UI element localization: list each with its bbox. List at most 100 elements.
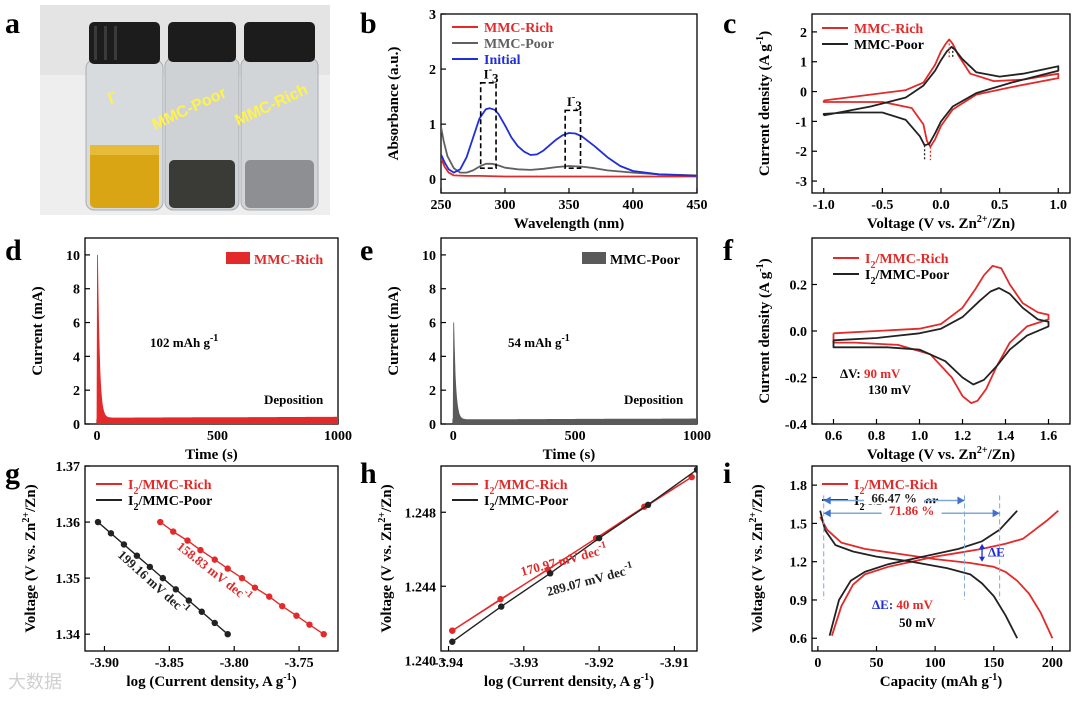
panel-b-ytick-label: 1	[429, 118, 436, 133]
panel-g-ytick-label: 1.35	[56, 572, 81, 587]
panel-i-delta-e-value: ΔE: 40 mV	[872, 597, 933, 612]
panel-b-xtick-label: 350	[559, 198, 580, 213]
panel-f-delta-v-poor-label: 130 mV	[868, 382, 912, 397]
panel-g-series-1-point	[211, 619, 218, 627]
panel-d-ytick-label: 4	[73, 350, 80, 365]
panel-i-arrow-head-left	[823, 509, 831, 518]
panel-f-xtick-label: 1.6	[1040, 429, 1058, 444]
panel-d-ytick-label: 8	[73, 283, 80, 298]
panel-d-xlabel: Time (s)	[185, 447, 238, 463]
panel-d-chart: 0 500 1000 0 2 4 6 8 10 Time (s) Current (mA) MMC-R…	[30, 237, 352, 463]
panel-d-legend-swatch	[226, 252, 250, 264]
panel-letter-i: i	[723, 457, 731, 490]
panel-c-legend-label: MMC-Rich	[854, 22, 923, 37]
panel-g-ytick-label: 1.36	[56, 516, 81, 531]
panel-i-xtick-label: 200	[1042, 656, 1063, 671]
panel-b-ytick-label: 0	[429, 173, 436, 188]
panel-e-chart: 0 500 1000 0 2 4 6 8 10 Time (s) Current (mA) MMC-P…	[386, 237, 711, 463]
panel-e-capacity-label: 54 mAh g-1	[508, 333, 570, 350]
panel-b-legend-label: MMC-Poor	[484, 37, 554, 52]
panel-c-ytick-label: -2	[795, 145, 807, 160]
panel-b-legend-label: MMC-Rich	[484, 21, 553, 36]
panel-f-series-0-line	[832, 265, 1050, 404]
panel-i-series-1-line	[819, 516, 1054, 639]
panel-f-legend-label: I2/MMC-Poor	[865, 268, 949, 287]
panel-i-delta-e-head-down	[979, 556, 986, 562]
panel-f-xtick-label: 1.2	[954, 429, 972, 444]
panel-c-plot-area	[822, 38, 1060, 148]
panel-g-frame	[84, 465, 339, 652]
panel-g-series-0-point	[251, 584, 259, 591]
panel-i-arrow-head-right	[992, 509, 1000, 518]
panel-f-ytick-label: -0.2	[785, 372, 807, 387]
panel-b-series-0-line	[441, 157, 697, 178]
panel-b-xtick-label: 300	[495, 198, 516, 213]
panel-letter-g: g	[5, 457, 20, 490]
panel-i-efficiency-label: 71.86 %	[889, 503, 935, 518]
panel-c-series-1-line	[822, 45, 1060, 147]
panel-i-delta-e-label: ΔE	[988, 545, 1005, 560]
panel-h-series-1-point	[498, 603, 505, 610]
panel-d-ytick-label: 2	[73, 384, 80, 399]
panel-e-legend-label: MMC-Poor	[610, 253, 680, 268]
panel-h-frame	[440, 465, 698, 652]
panel-h-ytick-label: 1.248	[405, 506, 437, 521]
panel-c-ytick-label: -1	[795, 115, 807, 130]
panel-g-xtick-label: -3.75	[284, 656, 313, 671]
panel-h-series-1-point	[595, 534, 603, 542]
panel-d-ylabel: Current (mA)	[30, 286, 46, 375]
panel-b-ytick-label: 3	[429, 8, 436, 23]
panel-i-delta-e-head-up	[979, 543, 986, 549]
panel-h-series-1-point	[693, 466, 697, 473]
panel-i-xtick-label: 0	[814, 656, 821, 671]
panel-d-deposition-label: Deposition	[264, 392, 324, 407]
panel-e-ytick-label: 2	[429, 384, 436, 399]
panel-i-ytick-label: 1.2	[790, 556, 808, 571]
panel-letter-f: f	[723, 234, 734, 267]
panel-g-xtick-label: -3.85	[155, 656, 184, 671]
panel-g-series-0-point	[293, 612, 300, 619]
panel-h-series-0-point	[497, 596, 504, 603]
panel-g-series-1-point	[172, 586, 180, 593]
panel-g-series-0-point	[224, 565, 231, 572]
panel-h-chart: -3.94 -3.93 -3.92 -3.91 1.240 1.244 1.248 log (…	[377, 465, 698, 690]
panel-f-xtick-label: 0.6	[825, 429, 843, 444]
panel-g-chart: -3.90 -3.85 -3.80 -3.75 1.34 1.35 1.36 1.37 log …	[21, 460, 339, 690]
panel-i-xtick-label: 50	[870, 656, 884, 671]
panel-i-ytick-label: 1.5	[790, 517, 808, 532]
panel-g-xlabel: log (Current density, A g-1)	[126, 672, 296, 690]
panel-f-ytick-label: 0.0	[790, 325, 808, 340]
panel-g-series-0-point	[157, 518, 164, 526]
panel-h-series-1-point	[546, 570, 554, 577]
panel-e-xtick-label: 1000	[683, 429, 711, 444]
panel-e-ylabel: Current (mA)	[386, 286, 402, 375]
panel-c-ytick-label: 2	[800, 26, 807, 41]
panel-b-peak-box	[564, 109, 582, 170]
panel-e-xlabel: Time (s)	[543, 447, 596, 463]
panel-b-xtick-label: 400	[623, 198, 644, 213]
panel-e-xtick-label: 0	[450, 429, 457, 444]
panel-f-legend-label: I2/MMC-Rich	[865, 252, 949, 271]
panel-d-ytick-label: 6	[73, 317, 80, 332]
panel-i-arrow-head-left	[823, 496, 831, 505]
panel-b-peak-box	[479, 82, 497, 170]
panel-letter-b: b	[360, 7, 377, 40]
panel-g-legend-label: I2/MMC-Rich	[128, 478, 212, 497]
panel-d-legend-label: MMC-Rich	[254, 253, 323, 268]
panel-g-series-1-point	[198, 608, 205, 615]
panel-f-ylabel: Current density (A g-1)	[755, 258, 773, 403]
panel-c-legend-label: MMC-Poor	[854, 38, 924, 53]
panel-g-slope-poor: 199.16 mV dec-1	[115, 546, 193, 618]
panel-d-xtick-label: 500	[207, 429, 228, 444]
panel-c-chart: -1.0 -0.5 0.0 0.5 1.0 -3 -2 -1 0 1 2 Voltage (V vs.…	[755, 13, 1071, 232]
panel-b-series-2-line	[441, 107, 697, 177]
panel-i-ytick-label: 0.6	[790, 632, 808, 647]
panel-letter-d: d	[5, 234, 22, 267]
panel-h-xtick-label: -3.93	[509, 656, 538, 671]
panel-b-xlabel: Wavelength (nm)	[514, 216, 624, 232]
panel-h-series-0-point	[449, 627, 456, 634]
panel-f-series-1-line	[832, 287, 1050, 386]
panel-h-ylabel: Voltage (V vs. Zn2+/Zn)	[377, 484, 395, 632]
panel-f-xtick-label: 1.0	[911, 429, 929, 444]
